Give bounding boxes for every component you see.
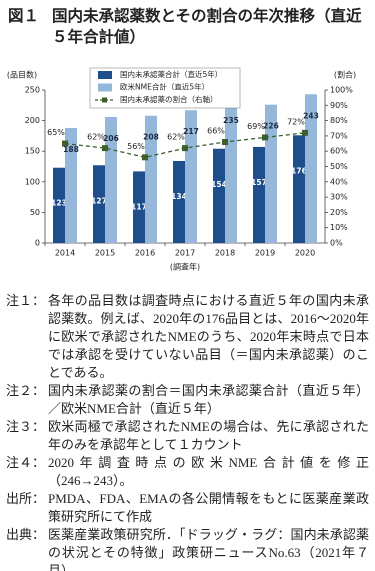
- y-tick-label: 200: [25, 116, 40, 125]
- ratio-marker: [62, 140, 68, 147]
- notes: 注１： 各年の品目数は調査時点における直近５年の国内未承認薬数。例えば、2020年…: [0, 286, 375, 571]
- bar: [133, 171, 145, 243]
- bar-value-label: 226: [263, 122, 279, 131]
- bar-value-label: 157: [251, 178, 267, 187]
- bar-value-label: 208: [143, 133, 159, 142]
- x-axis-label: (調査年): [170, 262, 200, 272]
- note-label: 注３：: [6, 419, 46, 434]
- ratio-marker: [302, 129, 308, 136]
- bar-value-label: 188: [63, 145, 79, 154]
- y2-tick-label: 20%: [330, 208, 348, 217]
- note: 出所： PMDA、FDA、EMAの各公開情報をもとに医薬産業政策研究所にて作成: [6, 490, 369, 526]
- ratio-value-label: 65%: [47, 128, 65, 137]
- ratio-value-label: 66%: [207, 127, 225, 136]
- x-tick-label: 2018: [215, 249, 235, 258]
- ratio-marker: [102, 145, 108, 152]
- note: 注３： 欧米両極で承認されたNMEの場合は、先に承認された年のみを承認年として１カ…: [6, 418, 369, 454]
- ratio-marker: [142, 154, 148, 161]
- note: 注２： 国内未承認薬の割合＝国内未承認薬合計（直近５年）／欧米NME合計（直近５年…: [6, 382, 369, 418]
- ratio-value-label: 56%: [127, 142, 145, 151]
- y2-tick-label: 10%: [330, 223, 348, 232]
- note-text: 欧米両極で承認されたNMEの場合は、先に承認された年のみを承認年として１カウント: [48, 419, 369, 452]
- note-label: 出典：: [6, 527, 46, 542]
- bar: [65, 127, 77, 243]
- legend-label: 国内未承認薬の割合（右軸）: [120, 94, 218, 104]
- legend-swatch: [102, 97, 107, 103]
- ratio-value-label: 69%: [247, 122, 265, 131]
- bar-value-label: 217: [183, 127, 199, 136]
- figure-label: 図１: [8, 7, 40, 25]
- note-text: 各年の品目数は調査時点における直近５年の国内未承認薬数。例えば、2020年の17…: [48, 293, 369, 380]
- note-label: 出所：: [6, 491, 46, 506]
- ratio-marker: [182, 145, 188, 152]
- bar: [173, 160, 185, 243]
- y-tick-label: 0: [35, 239, 40, 248]
- x-tick-label: 2020: [295, 249, 315, 258]
- y2-tick-label: 60%: [330, 147, 348, 156]
- note-text: 2020年調査時点の欧米NME合計値を修正（246→243）。: [48, 455, 369, 488]
- note: 出典： 医薬産業政策研究所．「ドラッグ・ラグ：国内未承認薬の状況とその特徴」政策研…: [6, 526, 369, 571]
- note-text: 医薬産業政策研究所．「ドラッグ・ラグ：国内未承認薬の状況とその特徴」政策研ニュー…: [48, 527, 369, 571]
- bar-value-label: 206: [103, 134, 119, 143]
- bar: [93, 165, 105, 243]
- ratio-marker: [222, 139, 228, 146]
- note: 注１： 各年の品目数は調査時点における直近５年の国内未承認薬数。例えば、2020年…: [6, 292, 369, 382]
- legend-box: [89, 67, 241, 109]
- chart-title: 国内未承認薬数とその割合の年次推移（直近５年合計値）: [52, 7, 362, 46]
- x-tick-label: 2019: [255, 249, 275, 258]
- title-block: 図１ 国内未承認薬数とその割合の年次推移（直近５年合計値）: [0, 0, 375, 50]
- bar: [185, 110, 197, 243]
- bar: [213, 148, 225, 243]
- chart: (品目数) (割合) (調査年) 0 50 100 150 200 250 0% 10% 20% 30%…: [7, 67, 356, 272]
- legend-label: 国内未承認薬合計（直近5年）: [120, 69, 222, 79]
- note-text: PMDA、FDA、EMAの各公開情報をもとに医薬産業政策研究所にて作成: [48, 491, 369, 524]
- ratio-value-label: 72%: [287, 117, 305, 126]
- bar-value-label: 235: [223, 116, 239, 125]
- y2-tick-label: 70%: [330, 131, 348, 140]
- bar-value-label: 117: [131, 202, 147, 211]
- bar-value-label: 243: [303, 111, 319, 120]
- bar-value-label: 176: [291, 166, 307, 175]
- y2-tick-label: 80%: [330, 116, 348, 125]
- y-tick-label: 150: [25, 147, 40, 156]
- note-label: 注４：: [6, 455, 46, 470]
- note-label: 注２：: [6, 383, 46, 398]
- bar: [53, 167, 65, 243]
- ratio-value-label: 62%: [87, 133, 105, 142]
- y-tick-label: 100: [25, 177, 40, 186]
- y-axis-label: (品目数): [7, 70, 37, 80]
- legend-swatch: [98, 83, 112, 92]
- bar: [293, 135, 305, 243]
- bar: [225, 99, 237, 244]
- note-text: 国内未承認薬の割合＝国内未承認薬合計（直近５年）／欧米NME合計（直近５年）: [48, 383, 369, 416]
- y2-tick-label: 90%: [330, 101, 348, 110]
- y2-tick-label: 0%: [330, 239, 343, 248]
- bar: [145, 115, 157, 243]
- bar: [253, 146, 265, 243]
- x-tick-label: 2014: [55, 249, 75, 258]
- x-tick-label: 2015: [95, 249, 115, 258]
- legend-swatch: [98, 71, 112, 79]
- y2-axis-label: (割合): [334, 70, 356, 80]
- note-label: 注１：: [6, 293, 46, 308]
- bar-value-label: 123: [51, 199, 67, 208]
- x-tick-label: 2016: [135, 249, 155, 258]
- bar-value-label: 134: [171, 192, 187, 201]
- bar-value-label: 127: [91, 196, 107, 205]
- ratio-marker: [262, 134, 268, 141]
- y2-tick-label: 50%: [330, 162, 348, 171]
- ratio-value-label: 62%: [167, 133, 185, 142]
- bar-value-label: 154: [211, 180, 227, 189]
- note: 注４： 2020年調査時点の欧米NME合計値を修正（246→243）。: [6, 454, 369, 490]
- y-tick-label: 250: [25, 86, 40, 95]
- legend-label: 欧米NME合計（直近5年）: [120, 82, 209, 92]
- y-tick-label: 50: [30, 208, 40, 217]
- y2-tick-label: 30%: [330, 193, 348, 202]
- y2-tick-label: 100%: [330, 86, 353, 95]
- x-tick-label: 2017: [175, 249, 195, 258]
- y2-tick-label: 40%: [330, 177, 348, 186]
